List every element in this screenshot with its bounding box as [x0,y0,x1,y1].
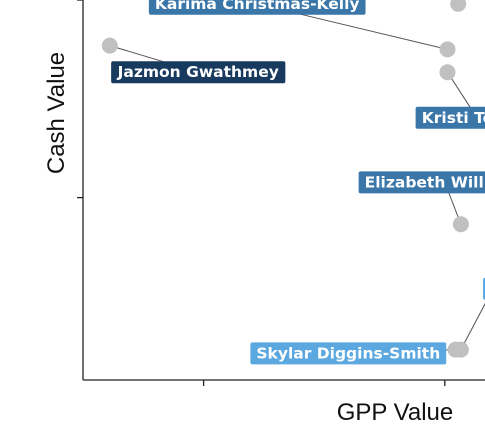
point-label-6: Skylar Diggins-Smith [250,342,447,365]
axes [77,0,485,386]
point-label-box [415,106,485,129]
data-point-1 [439,41,456,58]
data-point-6 [447,341,464,358]
axis-ticks [77,0,446,386]
data-point-0 [101,37,118,54]
data-point-4 [452,216,469,233]
point-label-text: Skylar Diggins-Smith [256,344,440,362]
data-points [101,0,469,358]
point-label-text: Kristi Toliver [422,109,485,127]
point-label-box [250,342,447,365]
point-label-text: Elizabeth Williams [365,173,485,191]
point-label-box [148,0,366,15]
data-point-2 [439,64,456,81]
x-axis-title: GPP Value [337,399,454,426]
data-point-3 [450,0,467,12]
point-labels: Jazmon Gwathmey Karima Christmas-Kelly Kri… [111,0,485,365]
point-label-box [358,171,485,194]
point-label-4: Elizabeth Williams [358,171,485,194]
point-label-text: Karima Christmas-Kelly [155,0,360,13]
point-label-0: Jazmon Gwathmey [111,61,286,84]
connector-5 [460,302,485,350]
point-label-box [111,61,286,84]
point-label-1: Karima Christmas-Kelly [148,0,366,15]
y-axis-title: Cash Value [43,52,70,174]
point-label-text: Jazmon Gwathmey [117,63,279,81]
point-label-2: Kristi Toliver [415,106,485,129]
